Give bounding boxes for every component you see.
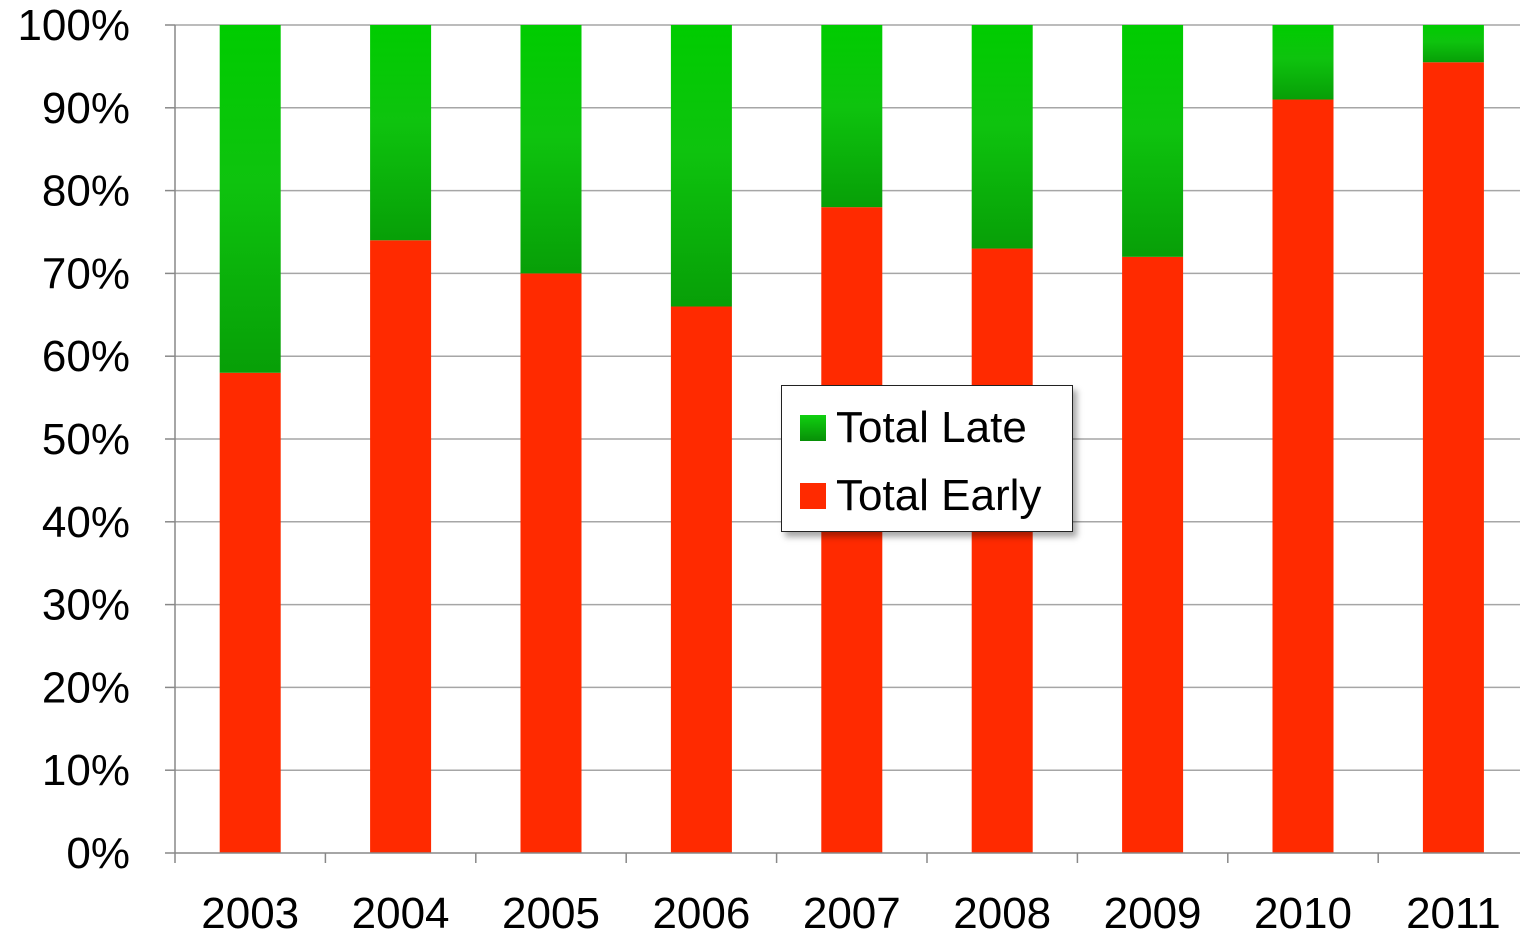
tick-labels: 0% 10% 20% 30% 40% 50% 60% 70% 80% 90% 100% 2003 200… bbox=[17, 1, 1500, 936]
legend: Total Late Total Early bbox=[781, 385, 1073, 532]
bar-total-late bbox=[1122, 25, 1184, 257]
bar-total-late bbox=[821, 25, 883, 208]
y-tick-label: 90% bbox=[42, 84, 130, 133]
bar-total-early bbox=[670, 306, 732, 853]
x-tick-label: 2007 bbox=[803, 889, 901, 936]
bar-total-early bbox=[1122, 256, 1184, 854]
y-tick-label: 30% bbox=[42, 581, 130, 630]
bar-total-early bbox=[971, 248, 1033, 853]
legend-label-total-early: Total Early bbox=[836, 471, 1042, 520]
bar-total-late bbox=[670, 25, 732, 307]
bar-total-late bbox=[520, 25, 582, 274]
legend-item-total-late: Total Late bbox=[800, 403, 1027, 453]
bar-total-late bbox=[971, 25, 1033, 249]
x-tick-label: 2006 bbox=[652, 889, 750, 936]
y-tick-label: 80% bbox=[42, 167, 130, 216]
bar-total-early bbox=[520, 273, 582, 853]
bar-total-early bbox=[370, 240, 432, 853]
x-tick-label: 2008 bbox=[953, 889, 1051, 936]
bar-total-late bbox=[1422, 25, 1484, 63]
y-tick-label: 70% bbox=[42, 249, 130, 298]
bar-total-late bbox=[370, 25, 432, 241]
legend-swatch-total-early bbox=[800, 483, 826, 509]
bars bbox=[219, 25, 1484, 854]
legend-swatch-total-late bbox=[800, 415, 826, 441]
bar-total-late bbox=[1272, 25, 1334, 100]
legend-label-total-late: Total Late bbox=[836, 403, 1027, 452]
axes bbox=[165, 24, 1520, 863]
y-tick-label: 10% bbox=[42, 746, 130, 795]
y-tick-label: 60% bbox=[42, 332, 130, 381]
bar-total-late bbox=[219, 25, 281, 373]
x-tick-label: 2010 bbox=[1254, 889, 1352, 936]
legend-item-total-early: Total Early bbox=[800, 471, 1041, 521]
x-tick-label: 2004 bbox=[352, 889, 450, 936]
y-tick-label: 40% bbox=[42, 498, 130, 547]
x-tick-label: 2005 bbox=[502, 889, 600, 936]
x-tick-label: 2003 bbox=[201, 889, 299, 936]
bar-total-early bbox=[219, 372, 281, 853]
bar-total-early bbox=[1272, 99, 1334, 853]
x-tick-label: 2011 bbox=[1406, 889, 1501, 936]
y-tick-label: 0% bbox=[66, 829, 130, 878]
x-tick-label: 2009 bbox=[1104, 889, 1202, 936]
y-tick-label: 100% bbox=[17, 1, 130, 50]
bar-total-early bbox=[1422, 62, 1484, 853]
y-tick-label: 20% bbox=[42, 663, 130, 712]
y-tick-label: 50% bbox=[42, 415, 130, 464]
